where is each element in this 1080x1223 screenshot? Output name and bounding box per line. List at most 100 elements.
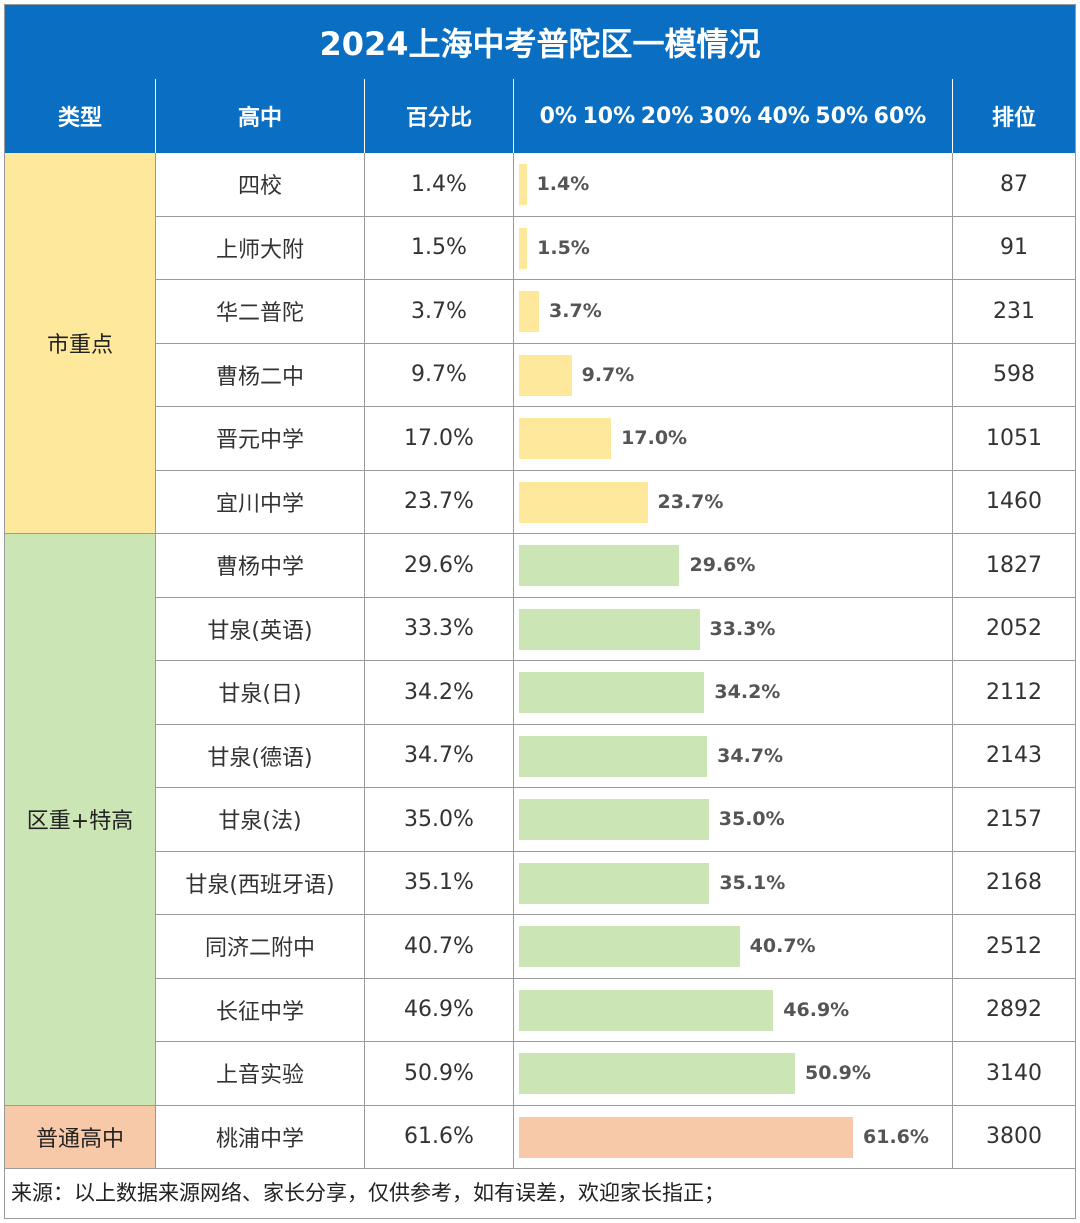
percent-value: 34.7% bbox=[365, 724, 514, 788]
header-type: 类型 bbox=[5, 79, 156, 153]
chart-bar bbox=[519, 164, 527, 205]
school-name: 桃浦中学 bbox=[156, 1105, 365, 1169]
bar-cell: 9.7% bbox=[514, 343, 953, 407]
axis-tick-label: 50% bbox=[815, 103, 869, 129]
school-name: 华二普陀 bbox=[156, 280, 365, 344]
percent-value: 33.3% bbox=[365, 597, 514, 661]
rank-value: 3140 bbox=[953, 1042, 1075, 1106]
school-name: 上音实验 bbox=[156, 1042, 365, 1106]
percent-value: 9.7% bbox=[365, 343, 514, 407]
school-name: 宜川中学 bbox=[156, 470, 365, 534]
bar-cell: 1.4% bbox=[514, 153, 953, 217]
school-name: 曹杨中学 bbox=[156, 534, 365, 598]
rank-value: 2168 bbox=[953, 852, 1075, 915]
axis-tick-label: 40% bbox=[757, 103, 810, 129]
bar-data-label: 9.7% bbox=[581, 363, 635, 386]
rank-value: 2157 bbox=[953, 788, 1075, 852]
axis-tick-label: 20% bbox=[640, 103, 694, 129]
chart-bar bbox=[519, 227, 528, 269]
school-name: 甘泉(德语) bbox=[156, 724, 365, 788]
school-name: 晋元中学 bbox=[156, 407, 365, 471]
chart-bar bbox=[519, 1116, 853, 1158]
bar-cell: 40.7% bbox=[514, 915, 953, 979]
percent-value: 35.0% bbox=[365, 788, 514, 852]
rank-value: 2143 bbox=[953, 725, 1075, 788]
school-name: 曹杨二中 bbox=[156, 343, 365, 407]
axis-tick-label: 10% bbox=[582, 103, 636, 129]
school-name: 四校 bbox=[156, 153, 365, 217]
bar-data-label: 3.7% bbox=[549, 300, 602, 322]
percent-value: 40.7% bbox=[365, 915, 514, 979]
chart-bar bbox=[519, 291, 540, 332]
bar-cell: 33.3% bbox=[514, 597, 953, 661]
chart-bar bbox=[519, 481, 648, 523]
chart-bar bbox=[519, 1053, 795, 1094]
bar-data-label: 1.4% bbox=[536, 173, 590, 195]
percent-value: 61.6% bbox=[365, 1105, 514, 1169]
rank-value: 2892 bbox=[953, 979, 1075, 1042]
bar-data-label: 35.0% bbox=[718, 808, 785, 830]
bar-data-label: 50.9% bbox=[804, 1062, 871, 1084]
bar-cell: 3.7% bbox=[514, 280, 953, 344]
header-rank: 排位 bbox=[953, 79, 1075, 153]
rank-value: 2112 bbox=[953, 661, 1075, 725]
percent-value: 46.9% bbox=[365, 978, 514, 1042]
rank-value: 1051 bbox=[953, 407, 1075, 471]
ranking-table: 2024上海中考普陀区一模情况 类型 高中 百分比 0% 10% 20% 30% 40%… bbox=[4, 4, 1076, 1219]
rank-value: 231 bbox=[953, 280, 1075, 344]
bar-cell: 34.2% bbox=[514, 661, 953, 725]
school-name: 甘泉(法) bbox=[156, 788, 365, 852]
school-name: 甘泉(日) bbox=[156, 661, 365, 725]
bar-data-label: 23.7% bbox=[657, 490, 724, 513]
bar-cell: 35.0% bbox=[514, 788, 953, 852]
bar-cell: 35.1% bbox=[514, 851, 953, 915]
source-note: 来源：以上数据来源网络、家长分享，仅供参考，如有误差，欢迎家长指正； bbox=[11, 1181, 725, 1205]
bar-cell: 1.5% bbox=[514, 216, 953, 280]
rank-value: 598 bbox=[953, 344, 1075, 407]
chart-bar bbox=[519, 418, 612, 459]
rank-value: 91 bbox=[953, 217, 1075, 280]
bar-data-label: 40.7% bbox=[749, 935, 816, 957]
chart-bar bbox=[519, 354, 572, 396]
chart-bar bbox=[519, 672, 705, 713]
header-school: 高中 bbox=[156, 79, 365, 153]
bar-data-label: 61.6% bbox=[863, 1125, 929, 1148]
percent-value: 50.9% bbox=[365, 1042, 514, 1106]
school-name: 上师大附 bbox=[156, 216, 365, 280]
percent-value: 23.7% bbox=[365, 470, 514, 534]
axis-tick-label: 0% bbox=[539, 103, 577, 129]
percent-value: 3.7% bbox=[365, 280, 514, 344]
percent-value: 1.5% bbox=[365, 216, 514, 280]
chart-bar bbox=[519, 799, 709, 840]
bar-cell: 46.9% bbox=[514, 978, 953, 1042]
chart-bar bbox=[519, 926, 740, 967]
bar-cell: 23.7% bbox=[514, 470, 953, 534]
type-cell: 市重点 bbox=[5, 153, 156, 534]
rank-value: 1827 bbox=[953, 534, 1075, 598]
type-cell: 普通高中 bbox=[5, 1105, 156, 1169]
axis-tick-label: 60% bbox=[873, 103, 927, 129]
header-percent: 百分比 bbox=[365, 79, 514, 153]
school-name: 甘泉(英语) bbox=[156, 597, 365, 661]
bar-data-label: 34.2% bbox=[714, 681, 781, 703]
bar-cell: 29.6% bbox=[514, 534, 953, 598]
bar-data-label: 35.1% bbox=[719, 871, 786, 894]
bar-data-label: 17.0% bbox=[621, 427, 688, 449]
school-name: 同济二附中 bbox=[156, 915, 365, 979]
chart-bar bbox=[519, 545, 680, 586]
chart-bar bbox=[519, 735, 708, 777]
bar-cell: 61.6% bbox=[514, 1105, 953, 1169]
school-name: 甘泉(西班牙语) bbox=[156, 851, 365, 915]
rank-value: 1460 bbox=[953, 471, 1075, 534]
bar-data-label: 29.6% bbox=[689, 554, 756, 576]
chart-bar bbox=[519, 989, 774, 1031]
bar-cell: 50.9% bbox=[514, 1042, 953, 1106]
percent-value: 17.0% bbox=[365, 407, 514, 471]
bar-data-label: 46.9% bbox=[783, 998, 850, 1021]
table-title: 2024上海中考普陀区一模情况 bbox=[5, 5, 1075, 79]
rank-value: 87 bbox=[953, 153, 1075, 217]
rank-value: 3800 bbox=[953, 1106, 1075, 1169]
type-cell: 区重+特高 bbox=[5, 534, 156, 1106]
rank-value: 2052 bbox=[953, 598, 1075, 661]
percent-value: 35.1% bbox=[365, 851, 514, 915]
